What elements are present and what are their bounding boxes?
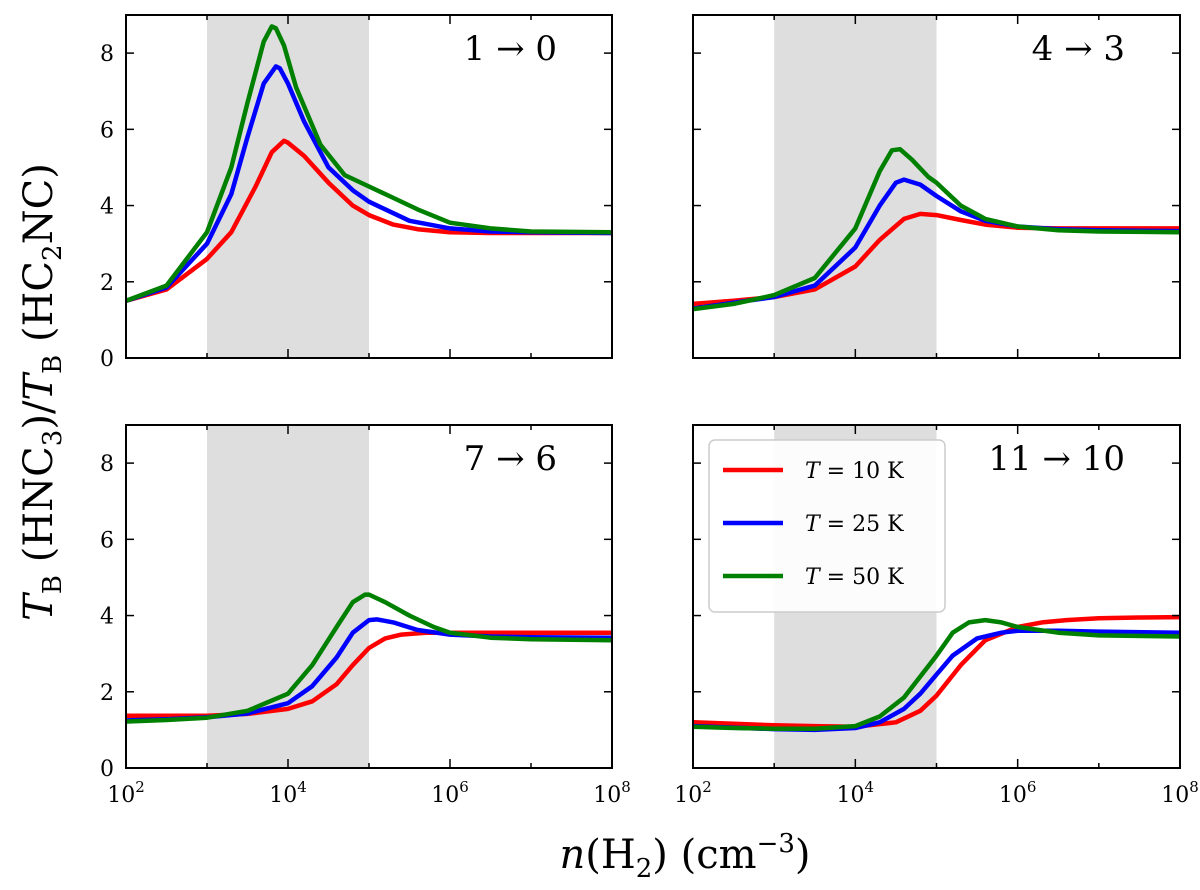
legend-box [708,439,946,613]
series-line-50K [126,24,612,303]
x-tick-label: 108 [1161,778,1199,808]
panel-3: 0 2 4 6 8 102 104 106 108 7 → 6 [100,424,631,808]
x-tick-label: 108 [593,778,631,808]
transition-label: 1 → 0 [464,29,557,69]
y-tick-label: 2 [100,271,114,296]
x-tick-label: 104 [837,778,875,808]
transition-label: 7 → 6 [464,439,557,479]
y-tick-label: 8 [100,452,114,477]
series-line-50K [693,146,1180,312]
panels: 0 2 4 6 8 1 → 0 4 → 3 0 2 4 6 8 102 104 106 108 7 → 6 102… [100,14,1199,808]
series-line-50K [126,592,612,724]
x-axis-title: n(H2) (cm−3) [559,829,810,884]
y-tick-label: 4 [100,195,114,220]
transition-label: 11 → 10 [988,439,1125,479]
series-line-25K [126,64,612,303]
y-axis-title: TB (HNC3)/TB (HC2NC) [16,163,68,621]
x-tick-label: 106 [431,778,469,808]
series-line-10K [693,614,1180,730]
y-tick-label: 2 [100,681,114,706]
legend-label: T = 10 K [805,459,904,484]
y-tick-label: 0 [100,757,114,782]
shaded-density-band [774,15,937,358]
y-tick-label: 6 [100,528,114,553]
panel-1: 0 2 4 6 8 1 → 0 [100,14,613,372]
y-tick-label: 4 [100,605,114,630]
legend-label: T = 25 K [805,512,904,537]
panel-2: 4 → 3 [692,14,1181,359]
y-tick-label: 8 [100,42,114,67]
series-line-50K [693,617,1180,731]
y-tick-label: 0 [100,347,114,372]
legend: T = 10 K T = 25 K T = 50 K [708,439,946,613]
x-tick-label: 104 [269,778,307,808]
x-tick-label: 102 [107,778,145,808]
legend-label: T = 50 K [805,565,904,590]
y-tick-label: 6 [100,118,114,143]
x-tick-label: 106 [999,778,1037,808]
x-tick-label: 102 [674,778,712,808]
transition-label: 4 → 3 [1032,29,1125,69]
